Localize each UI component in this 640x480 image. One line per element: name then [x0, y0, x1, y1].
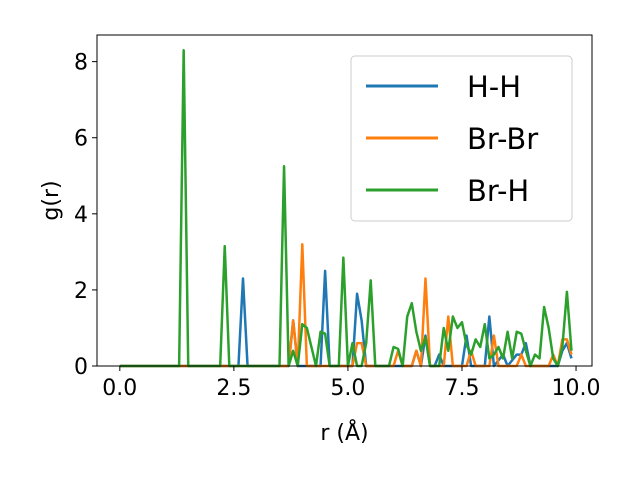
y-axis-ticks: 0 2 4 6 8	[74, 51, 97, 380]
legend-label-br-h: Br-H	[467, 174, 529, 208]
y-tick-label: 0	[74, 355, 88, 380]
series-line-br-h	[119, 48, 573, 368]
x-tick-label: 5.0	[330, 376, 365, 401]
y-tick-label: 8	[74, 51, 88, 76]
x-axis-label: r (Å)	[320, 419, 368, 446]
y-tick-label: 2	[74, 279, 88, 304]
legend-box	[350, 55, 573, 222]
legend-label-br-br: Br-Br	[467, 122, 538, 156]
y-tick-label: 6	[74, 127, 88, 152]
x-tick-label: 10.0	[552, 376, 601, 401]
x-tick-label: 7.5	[444, 376, 479, 401]
legend-label-h-h: H-H	[467, 70, 521, 104]
y-axis-label: g(r)	[39, 180, 64, 220]
y-tick-label: 4	[74, 203, 88, 228]
legend: H-H Br-Br Br-H	[350, 55, 573, 222]
plot-frame	[96, 34, 593, 367]
x-tick-label: 2.5	[216, 376, 251, 401]
x-axis-ticks: 0.0 2.5 5.0 7.5 10.0	[102, 366, 601, 401]
x-tick-label: 0.0	[102, 376, 137, 401]
